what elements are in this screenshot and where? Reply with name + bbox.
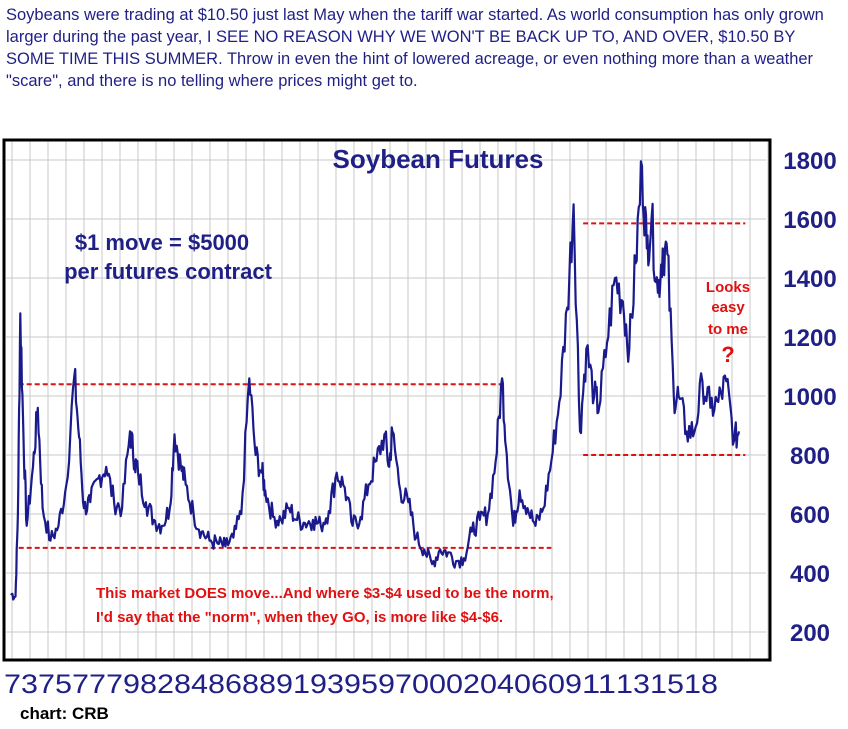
y-axis-ticks: 200 400 600 800 1000 1200 1400 1600 1800 — [783, 148, 836, 647]
y-tick-label: 400 — [790, 561, 830, 588]
y-tick-label: 1400 — [783, 266, 836, 293]
x-tick-label: 02 — [446, 669, 480, 699]
x-tick-label: 84 — [174, 669, 208, 699]
annotation-move-value: $1 move = $5000 — [75, 230, 249, 255]
plot-background — [4, 140, 770, 660]
x-tick-label: 11 — [582, 669, 616, 699]
annotation-question-mark: ? — [721, 342, 734, 367]
x-tick-label: 73 — [4, 669, 38, 699]
x-tick-label: 13 — [616, 669, 650, 699]
x-tick-label: 06 — [514, 669, 548, 699]
price-series-line — [10, 160, 741, 601]
y-tick-label: 600 — [790, 502, 830, 529]
annotation-to-me: to me — [708, 321, 748, 338]
x-tick-label: 95 — [344, 669, 378, 699]
chart-credit: chart: CRB — [20, 704, 109, 723]
x-tick-label: 88 — [242, 669, 276, 699]
y-tick-label: 200 — [790, 620, 830, 647]
x-tick-label: 75 — [38, 669, 72, 699]
x-tick-label: 79 — [106, 669, 140, 699]
y-tick-label: 800 — [790, 443, 830, 470]
annotation-looks: Looks — [706, 279, 750, 296]
x-tick-label: 04 — [480, 669, 514, 699]
x-tick-label: 15 — [650, 669, 684, 699]
x-tick-label: 77 — [72, 669, 106, 699]
x-tick-label: 93 — [310, 669, 344, 699]
x-tick-label: 91 — [276, 669, 310, 699]
reference-lines — [18, 222, 746, 549]
y-tick-label: 1600 — [783, 207, 836, 234]
annotation-norm: I'd say that the "norm", when they GO, i… — [96, 609, 503, 626]
intro-paragraph: Soybeans were trading at $10.50 just las… — [6, 6, 824, 90]
y-tick-label: 1200 — [783, 325, 836, 352]
annotation-per-contract: per futures contract — [64, 259, 272, 284]
x-axis-ticks: 73 75 77 79 82 84 86 88 91 93 95 97 00 02 04 06 09 11 13 15… — [4, 669, 718, 699]
x-tick-label: 86 — [208, 669, 242, 699]
x-tick-label: 18 — [684, 669, 718, 699]
x-tick-label: 82 — [140, 669, 174, 699]
y-tick-label: 1800 — [783, 148, 836, 175]
chart-title: Soybean Futures — [333, 144, 544, 174]
x-tick-label: 09 — [548, 669, 582, 699]
x-tick-label: 97 — [378, 669, 412, 699]
y-tick-label: 1000 — [783, 384, 836, 411]
plot-frame — [2, 138, 772, 662]
annotation-market-moves: This market DOES move...And where $3-$4 … — [96, 585, 554, 602]
x-tick-label: 00 — [412, 669, 446, 699]
annotation-easy: easy — [711, 299, 745, 316]
